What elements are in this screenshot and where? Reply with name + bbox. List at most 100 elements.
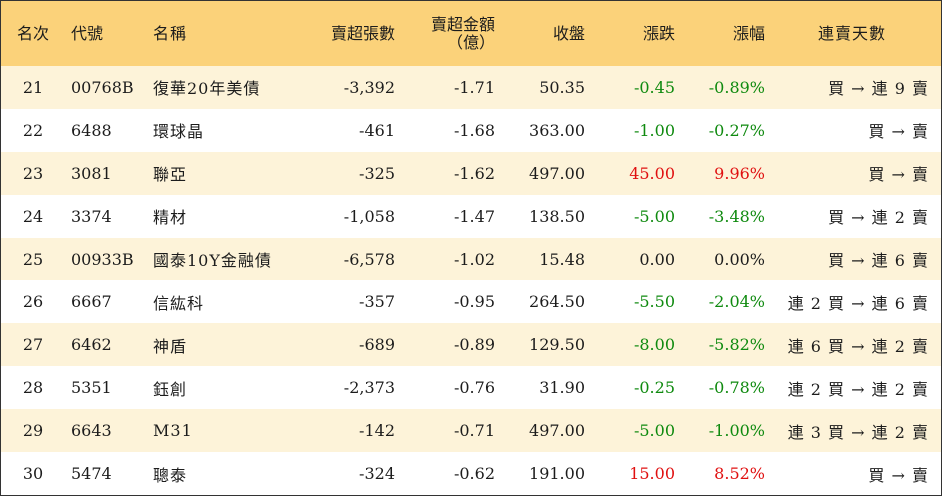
cell-sell-shares: -3,392: [343, 77, 395, 97]
cell-days: 買 → 連 9 賣: [828, 79, 929, 99]
cell-sell-shares: -142: [359, 421, 395, 441]
cell-change-pct: 0.00%: [714, 249, 765, 269]
cell-rank: 30: [22, 464, 44, 483]
cell-days: 買 → 賣: [868, 465, 929, 485]
cell-name: 環球晶: [153, 122, 205, 142]
table-row: 23 3081 聯亞 -325 -1.62 497.00 45.00 9.96% 買 → 賣: [1, 151, 941, 195]
table-row: 27 6462 神盾 -689 -0.89 129.50 -8.00 -5.82% 連 6 買 …: [1, 323, 941, 367]
cell-change-pct: -2.04%: [708, 292, 765, 312]
cell-name: 復華20年美債: [153, 79, 261, 99]
cell-sell-shares: -689: [359, 335, 395, 355]
cell-rank: 24: [22, 206, 44, 226]
cell-change: -0.45: [633, 77, 675, 97]
cell-rank: 29: [22, 421, 44, 441]
cell-name: 聯亞: [153, 165, 188, 185]
cell-change: -0.25: [633, 378, 675, 398]
cell-change-pct: -5.82%: [708, 335, 765, 355]
cell-sell-shares: -2,373: [343, 378, 395, 398]
cell-change: -8.00: [633, 335, 675, 355]
cell-code: 6462: [71, 335, 112, 355]
cell-change-pct: -0.78%: [708, 378, 765, 398]
cell-rank: 21: [22, 77, 44, 97]
cell-sell-amount: -1.47: [453, 206, 495, 226]
table-row: 30 5474 聰泰 -324 -0.62 191.00 15.00 8.52% 買 → 賣: [1, 452, 941, 495]
cell-sell-amount: -0.76: [453, 378, 495, 398]
cell-code: 6667: [71, 292, 112, 312]
cell-change-pct: -3.48%: [708, 206, 765, 226]
cell-close: 129.50: [529, 335, 585, 355]
header-rank: 名次: [16, 23, 49, 43]
cell-days: 買 → 連 2 賣: [828, 208, 929, 228]
cell-name: 國泰10Y金融債: [153, 251, 272, 270]
cell-sell-shares: -6,578: [343, 249, 395, 269]
cell-code: 6643: [71, 421, 112, 441]
cell-change: -5.00: [633, 206, 675, 226]
cell-change: -1.00: [633, 120, 675, 140]
cell-name: 聰泰: [153, 465, 188, 485]
cell-change: 15.00: [629, 464, 675, 483]
cell-sell-amount: -0.71: [453, 421, 495, 441]
cell-code: 00768B: [71, 77, 134, 97]
cell-sell-amount: -0.62: [453, 464, 495, 483]
cell-days: 連 6 買 → 連 2 賣: [787, 336, 929, 356]
cell-close: 497.00: [529, 421, 585, 441]
cell-change-pct: 8.52%: [714, 464, 765, 483]
cell-name: 精材: [153, 208, 188, 228]
cell-sell-amount: -0.95: [453, 292, 495, 312]
table-row: 24 3374 精材 -1,058 -1.47 138.50 -5.00 -3.48% 買 → …: [1, 194, 941, 238]
cell-sell-shares: -1,058: [343, 206, 395, 226]
cell-days: 連 2 買 → 連 6 賣: [787, 293, 929, 313]
header-change: 漲跌: [642, 23, 675, 43]
table-row: 22 6488 環球晶 -461 -1.68 363.00 -1.00 -0.27% 買 → 賣: [1, 108, 941, 152]
cell-sell-shares: -461: [359, 120, 395, 140]
cell-change: 45.00: [629, 163, 675, 183]
cell-close: 50.35: [539, 77, 585, 97]
cell-change-pct: -0.89%: [708, 77, 765, 97]
cell-change: -5.50: [633, 292, 675, 312]
cell-rank: 23: [22, 163, 44, 183]
header-sell-shares: 賣超張數: [330, 23, 395, 43]
cell-days: 買 → 連 6 賣: [828, 251, 929, 270]
cell-sell-amount: -1.02: [453, 249, 495, 269]
header-sell-amount: 賣超金額 （億）: [405, 1, 505, 66]
cell-sell-shares: -357: [359, 292, 395, 312]
header-change-pct: 漲幅: [732, 23, 765, 43]
cell-close: 264.50: [529, 292, 585, 312]
table-row: 25 00933B 國泰10Y金融債 -6,578 -1.02 15.48 0.00 0.00…: [1, 237, 941, 281]
cell-sell-amount: -1.68: [453, 120, 495, 140]
cell-sell-amount: -0.89: [453, 335, 495, 355]
cell-close: 497.00: [529, 163, 585, 183]
header-sell-amount-line2: （億）: [446, 32, 495, 52]
cell-close: 31.90: [539, 378, 585, 398]
cell-days: 連 2 買 → 連 2 賣: [787, 379, 929, 399]
cell-change: -5.00: [633, 421, 675, 441]
cell-days: 買 → 賣: [868, 122, 929, 142]
table-header-row: 名次 代號 名稱 賣超張數 賣超金額 （億） 收盤 漲跌 漲幅 連賣天數: [1, 1, 941, 66]
cell-name: 鈺創: [153, 379, 188, 399]
header-sell-amount-line1: 賣超金額: [430, 14, 495, 34]
table-row: 29 6643 M31 -142 -0.71 497.00 -5.00 -1.00% 連 3 買…: [1, 409, 941, 453]
cell-rank: 27: [22, 335, 44, 355]
cell-rank: 25: [22, 249, 44, 269]
cell-code: 5474: [71, 464, 112, 483]
cell-sell-amount: -1.62: [453, 163, 495, 183]
cell-change-pct: 9.96%: [714, 163, 765, 183]
cell-code: 3081: [71, 163, 112, 183]
cell-rank: 22: [22, 120, 44, 140]
cell-rank: 28: [22, 378, 44, 398]
cell-sell-shares: -325: [359, 163, 395, 183]
cell-change-pct: -1.00%: [708, 421, 765, 441]
table-row: 26 6667 信紘科 -357 -0.95 264.50 -5.50 -2.04% 連 2 買…: [1, 280, 941, 324]
header-name: 名稱: [153, 23, 188, 43]
cell-code: 5351: [71, 378, 112, 398]
cell-rank: 26: [22, 292, 44, 312]
cell-days: 連 3 買 → 連 2 賣: [787, 422, 929, 442]
cell-code: 00933B: [71, 249, 134, 269]
cell-code: 6488: [71, 120, 112, 140]
cell-close: 363.00: [529, 120, 585, 140]
cell-name: 信紘科: [153, 293, 205, 313]
cell-sell-shares: -324: [359, 464, 395, 483]
cell-name: M31: [153, 421, 193, 441]
table-row: 21 00768B 復華20年美債 -3,392 -1.71 50.35 -0.45 -0.8…: [1, 66, 941, 109]
